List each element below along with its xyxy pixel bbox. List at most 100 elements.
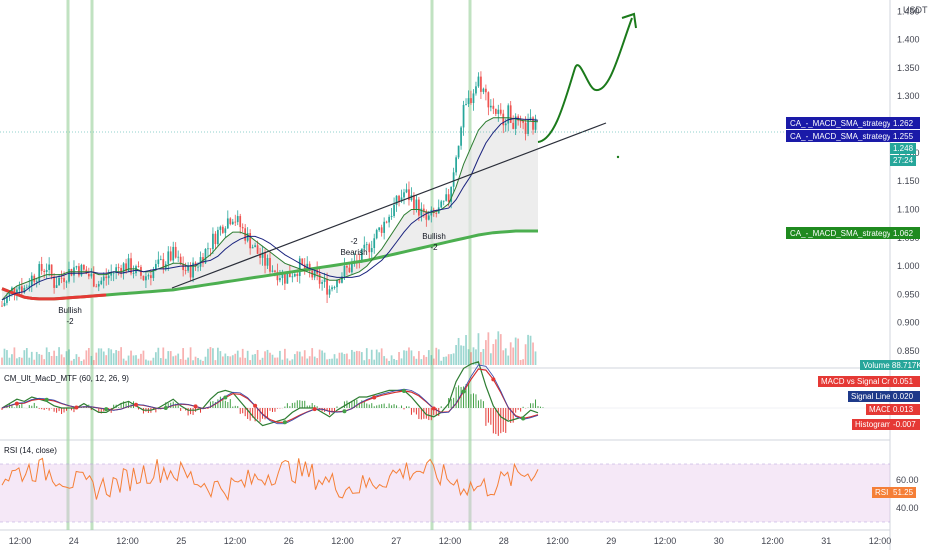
volume-bar <box>174 355 177 365</box>
macd-cross-dot <box>431 406 436 411</box>
macd-histogram-bar <box>123 401 125 408</box>
volume-bar <box>368 359 371 365</box>
volume-bar <box>415 358 418 365</box>
macd-histogram-bar <box>490 408 492 425</box>
volume-bar <box>95 352 98 365</box>
candle-body <box>229 218 232 225</box>
macd-histogram-bar <box>410 408 412 415</box>
macd-histogram-bar <box>477 400 479 408</box>
candle-body <box>276 271 279 281</box>
volume-bar <box>110 349 113 365</box>
macd-histogram-bar <box>219 396 221 408</box>
macd-histogram-bar <box>532 403 534 408</box>
macd-histogram-bar <box>522 406 524 408</box>
macd-histogram-bar <box>393 404 395 408</box>
candle-body <box>475 86 477 94</box>
volume-bar <box>164 358 167 365</box>
volume-bar <box>132 355 135 365</box>
candle-body <box>87 274 90 277</box>
strategy-plot-badge-2: CA_-_MACD_SMA_strategy:Plot 1.255 <box>786 130 920 142</box>
time-tick: 12:00 <box>439 536 462 546</box>
volume-bar <box>241 348 244 365</box>
candle-body <box>251 247 254 249</box>
candle-body <box>509 105 512 123</box>
macd-histogram-bar <box>366 403 368 408</box>
svg-text:MACD: MACD <box>869 405 893 414</box>
candle-body <box>348 267 351 273</box>
svg-text:Bullish: Bullish <box>422 232 446 241</box>
macd-pane-title[interactable]: CM_Ult_MacD_MTF (60, 12, 26, 9) <box>4 374 129 383</box>
volume-bar <box>390 355 393 365</box>
volume-bar <box>75 354 78 365</box>
volume-bar <box>147 360 150 365</box>
time-axis[interactable]: 12:00 24 12:00 25 12:00 26 12:00 27 12:00 28 12:00… <box>9 536 892 546</box>
candle-body <box>28 285 31 288</box>
svg-text:MACD vs Signal Cross: MACD vs Signal Cross <box>821 377 902 386</box>
volume-bar <box>130 350 132 365</box>
svg-text:51.25: 51.25 <box>893 488 914 497</box>
macd-histogram-bar <box>242 408 244 414</box>
volume-bar <box>420 359 423 365</box>
candle-body <box>256 245 259 254</box>
svg-text:1.062: 1.062 <box>893 229 914 238</box>
time-tick: 30 <box>714 536 724 546</box>
volume-bar <box>331 358 333 365</box>
macd-histogram-bar <box>455 387 457 408</box>
candle-body <box>63 278 65 282</box>
candle-body <box>75 266 78 268</box>
projection-arrow-drawing[interactable] <box>537 17 633 143</box>
macd-histogram-bar <box>103 408 105 412</box>
volume-bar <box>408 347 410 365</box>
macd-histogram-bar <box>515 408 517 413</box>
volume-bar <box>288 360 291 365</box>
macd-histogram-bar <box>264 408 266 420</box>
candle-body <box>25 287 28 289</box>
volume-bar <box>6 350 8 365</box>
volume-bar <box>87 347 90 365</box>
svg-text:CA_-_MACD_SMA_strategy:Plot: CA_-_MACD_SMA_strategy:Plot <box>790 119 908 128</box>
price-tick: 0.900 <box>897 318 920 328</box>
volume-bar <box>30 351 33 365</box>
candle-body <box>13 287 16 293</box>
candle-body <box>80 264 83 276</box>
volume-bars <box>1 331 537 365</box>
volume-bar <box>517 338 520 365</box>
candle-body <box>489 105 492 108</box>
volume-bar <box>11 354 13 365</box>
candle-body <box>395 195 398 205</box>
volume-bar <box>38 354 41 365</box>
volume-bar <box>303 350 306 365</box>
candle-body <box>393 204 395 216</box>
svg-text:Histogram: Histogram <box>855 420 892 429</box>
candle-body <box>296 274 299 276</box>
macd-histogram-bar <box>21 403 23 408</box>
candlesticks[interactable] <box>1 71 537 307</box>
rsi-pane-title[interactable]: RSI (14, close) <box>4 446 57 455</box>
volume-bar <box>152 357 155 365</box>
volume-bar <box>23 350 26 365</box>
candle-body <box>16 289 18 293</box>
candle-body <box>48 264 51 270</box>
volume-bar <box>127 355 130 365</box>
price-tick: 1.450 <box>897 6 920 16</box>
candle-body <box>326 279 328 295</box>
candle-body <box>346 265 348 268</box>
trendline-drawing[interactable] <box>171 122 607 289</box>
macd-histogram-bar <box>63 408 65 413</box>
strategy-plot-badge-1: CA_-_MACD_SMA_strategy:Plot 1.262 <box>786 117 920 129</box>
candle-body <box>445 194 448 201</box>
macd-histogram-bar <box>70 408 72 411</box>
signal-line-badge: Signal Line 0.020 <box>848 391 920 402</box>
candle-body <box>274 270 276 272</box>
volume-bar <box>353 351 356 365</box>
volume-bar <box>296 351 299 365</box>
volume-bar <box>494 339 497 365</box>
volume-bar <box>256 349 259 365</box>
rsi-tick-40: 40.00 <box>896 503 919 513</box>
macd-histogram-bar <box>539 406 541 408</box>
candle-body <box>154 264 157 270</box>
macd-histogram-bar <box>428 408 430 421</box>
svg-text:-2: -2 <box>350 237 358 246</box>
time-tick: 12:00 <box>116 536 139 546</box>
